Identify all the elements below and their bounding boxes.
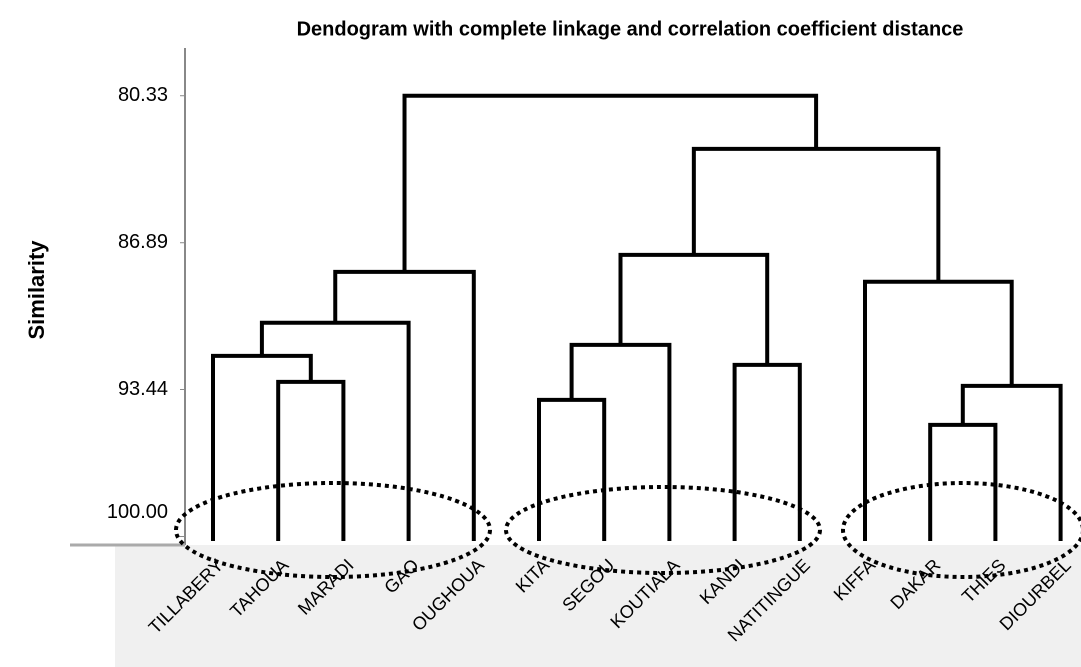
merge-link <box>333 269 476 541</box>
y-tick-label: 93.44 <box>118 378 168 400</box>
merge-link <box>732 362 802 541</box>
merge-link <box>618 252 770 365</box>
merge-link <box>276 379 346 541</box>
merge-link <box>569 342 672 541</box>
y-tick-label: 86.89 <box>118 231 168 253</box>
chart-title: Dendogram with complete linkage and corr… <box>297 18 964 40</box>
cluster-ellipse <box>504 485 822 575</box>
merge-link <box>537 397 607 541</box>
merge-link <box>402 93 819 272</box>
y-tick-label: 100.00 <box>107 501 168 523</box>
cluster-circles <box>174 481 1081 579</box>
merge-link <box>211 353 313 541</box>
merge-link <box>863 279 1014 541</box>
dendrogram <box>211 93 1063 541</box>
y-tick-label: 80.33 <box>118 84 168 106</box>
merge-link <box>960 383 1063 541</box>
cluster-ellipse <box>841 481 1081 579</box>
merge-link <box>691 146 941 282</box>
cluster-ellipse <box>174 481 492 579</box>
label-band <box>115 545 1081 667</box>
y-axis-label: Similarity <box>24 240 49 340</box>
